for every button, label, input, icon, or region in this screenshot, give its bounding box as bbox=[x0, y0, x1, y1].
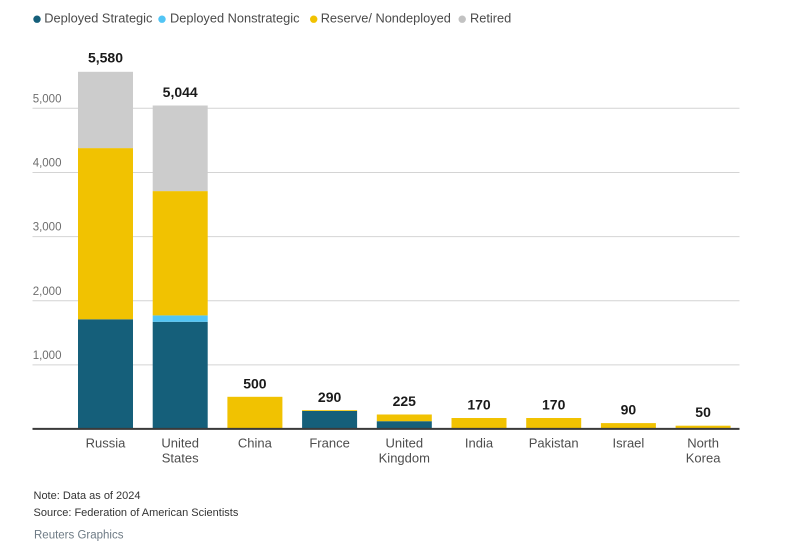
svg-text:United: United bbox=[386, 435, 424, 450]
svg-text:North: North bbox=[687, 435, 719, 450]
svg-text:Reuters Graphics: Reuters Graphics bbox=[34, 530, 124, 542]
svg-text:3,000: 3,000 bbox=[33, 222, 62, 234]
svg-text:290: 290 bbox=[318, 389, 342, 405]
svg-text:500: 500 bbox=[243, 375, 267, 391]
svg-text:France: France bbox=[309, 435, 349, 450]
svg-text:Note: Data as of 2024: Note: Data as of 2024 bbox=[34, 490, 141, 502]
svg-text:170: 170 bbox=[542, 397, 566, 413]
svg-text:India: India bbox=[465, 435, 494, 450]
svg-text:225: 225 bbox=[393, 393, 417, 409]
svg-text:Deployed Strategic: Deployed Strategic bbox=[44, 10, 153, 25]
svg-text:90: 90 bbox=[621, 402, 637, 418]
svg-text:2,000: 2,000 bbox=[33, 286, 62, 298]
svg-text:United: United bbox=[161, 435, 199, 450]
svg-text:170: 170 bbox=[467, 397, 491, 413]
svg-text:5,580: 5,580 bbox=[88, 50, 123, 66]
svg-text:Reserve/ Nondeployed: Reserve/ Nondeployed bbox=[321, 10, 451, 25]
svg-text:Deployed Nonstrategic: Deployed Nonstrategic bbox=[170, 10, 300, 25]
svg-text:Israel: Israel bbox=[613, 435, 645, 450]
svg-text:50: 50 bbox=[695, 404, 711, 420]
svg-text:4,000: 4,000 bbox=[33, 158, 62, 170]
svg-text:5,044: 5,044 bbox=[163, 84, 198, 100]
svg-text:Kingdom: Kingdom bbox=[379, 450, 430, 465]
svg-text:China: China bbox=[238, 435, 273, 450]
svg-text:5,000: 5,000 bbox=[33, 94, 62, 106]
svg-text:Russia: Russia bbox=[86, 435, 127, 450]
svg-text:Korea: Korea bbox=[686, 450, 721, 465]
svg-text:1,000: 1,000 bbox=[33, 350, 62, 362]
svg-text:Source: Federation of American: Source: Federation of American Scientist… bbox=[34, 507, 239, 519]
svg-text:States: States bbox=[162, 450, 199, 465]
svg-text:Retired: Retired bbox=[470, 10, 511, 25]
svg-text:Pakistan: Pakistan bbox=[529, 435, 579, 450]
